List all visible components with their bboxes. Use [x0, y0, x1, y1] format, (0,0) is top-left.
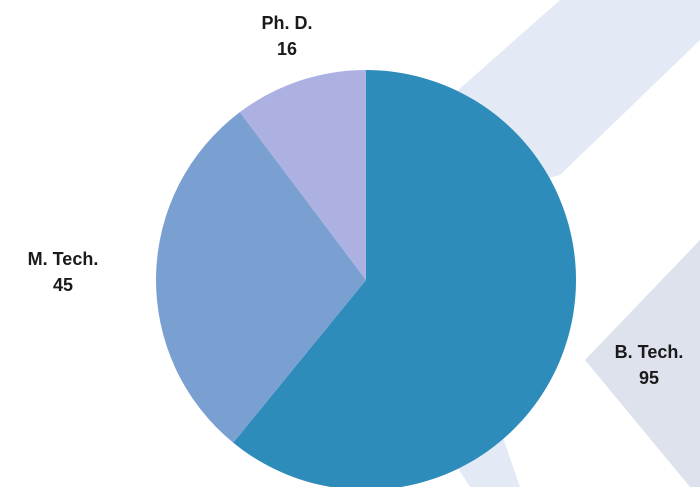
- pie-slice-b-tech: [233, 70, 576, 487]
- label-btech-name: B. Tech.: [614, 342, 684, 362]
- label-btech-value: 95: [638, 368, 660, 388]
- pie-slice-ph-d: [239, 70, 366, 280]
- label-phd: Ph. D. 16: [232, 10, 342, 62]
- label-phd-value: 16: [276, 39, 298, 59]
- label-phd-name: Ph. D.: [261, 13, 313, 33]
- pie-slice-m-tech: [155, 112, 366, 443]
- label-btech: B. Tech. 95: [598, 339, 700, 391]
- pie-chart: [155, 70, 576, 487]
- label-mtech-name: M. Tech.: [27, 249, 99, 269]
- background-band-lower: [585, 240, 700, 487]
- label-mtech: M. Tech. 45: [8, 246, 118, 298]
- label-mtech-value: 45: [52, 275, 74, 295]
